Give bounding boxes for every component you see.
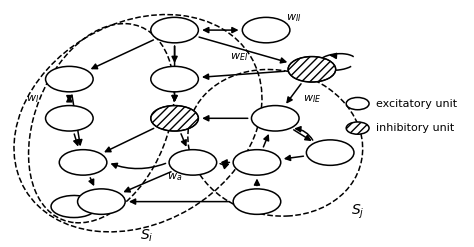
FancyArrowPatch shape	[199, 37, 286, 63]
FancyArrowPatch shape	[285, 155, 303, 160]
FancyArrowPatch shape	[74, 134, 79, 145]
Text: $w_{EI}$: $w_{EI}$	[229, 51, 248, 63]
Circle shape	[169, 150, 217, 175]
Circle shape	[233, 150, 281, 175]
Circle shape	[46, 105, 93, 131]
FancyArrowPatch shape	[112, 163, 165, 169]
FancyArrowPatch shape	[89, 178, 94, 185]
FancyArrowPatch shape	[287, 84, 301, 103]
Circle shape	[288, 57, 336, 82]
FancyArrowPatch shape	[130, 199, 229, 204]
Text: $w_{IE}$: $w_{IE}$	[303, 93, 321, 104]
Circle shape	[346, 122, 369, 134]
Circle shape	[59, 150, 107, 175]
Circle shape	[151, 17, 199, 43]
Text: $S_i$: $S_i$	[140, 228, 154, 244]
FancyArrowPatch shape	[204, 28, 237, 33]
FancyArrowPatch shape	[72, 95, 82, 145]
FancyArrowPatch shape	[296, 127, 313, 140]
FancyArrowPatch shape	[222, 160, 229, 165]
FancyArrowPatch shape	[331, 53, 337, 58]
FancyArrowPatch shape	[255, 180, 259, 185]
Text: $w_{a}$: $w_{a}$	[167, 171, 182, 183]
FancyArrowPatch shape	[125, 172, 171, 192]
Text: $S_j$: $S_j$	[351, 202, 365, 221]
Circle shape	[233, 189, 281, 214]
Text: $w_{I}$: $w_{I}$	[26, 93, 39, 104]
FancyArrowPatch shape	[220, 164, 228, 168]
FancyArrowPatch shape	[172, 46, 177, 101]
Circle shape	[346, 98, 369, 110]
Circle shape	[46, 66, 93, 92]
Text: $w_{II}$: $w_{II}$	[286, 12, 301, 24]
Circle shape	[151, 105, 199, 131]
Circle shape	[252, 105, 299, 131]
Circle shape	[78, 189, 125, 214]
FancyArrowPatch shape	[172, 95, 177, 101]
Circle shape	[306, 140, 354, 165]
FancyArrowPatch shape	[67, 96, 72, 102]
Circle shape	[242, 17, 290, 43]
FancyArrowPatch shape	[92, 40, 154, 69]
FancyArrowPatch shape	[294, 130, 310, 140]
FancyArrowPatch shape	[83, 207, 90, 211]
FancyArrowPatch shape	[106, 128, 154, 152]
FancyArrowPatch shape	[264, 135, 269, 147]
Text: excitatory unit: excitatory unit	[376, 99, 457, 109]
FancyArrowPatch shape	[204, 116, 248, 121]
FancyArrowPatch shape	[203, 71, 284, 79]
Text: inhibitory unit: inhibitory unit	[376, 123, 454, 133]
FancyArrowPatch shape	[172, 46, 177, 62]
Circle shape	[151, 66, 199, 92]
FancyArrowPatch shape	[181, 134, 186, 145]
